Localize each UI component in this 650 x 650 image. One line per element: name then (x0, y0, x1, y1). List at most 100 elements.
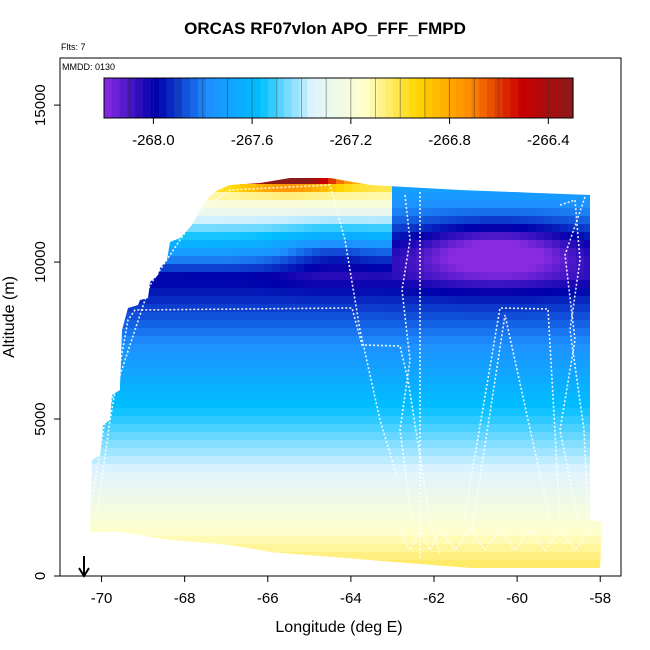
heatmap-cell (592, 240, 601, 249)
heatmap-cell (272, 208, 281, 217)
heatmap-cell (400, 208, 409, 217)
heatmap-cell (288, 200, 297, 209)
heatmap-cell (160, 440, 169, 449)
heatmap-cell (176, 208, 185, 217)
heatmap-cell (480, 336, 489, 345)
heatmap-cell (496, 384, 505, 393)
heatmap-cell (224, 280, 233, 289)
heatmap-cell (280, 216, 289, 225)
heatmap-cell (472, 416, 481, 425)
heatmap-cell (200, 368, 209, 377)
heatmap-cell (352, 528, 361, 537)
heatmap-cell (296, 384, 305, 393)
heatmap-cell (448, 208, 457, 217)
heatmap-cell (376, 536, 385, 545)
heatmap-cell (96, 384, 105, 393)
colorbar-swatch (393, 78, 402, 118)
heatmap-cell (544, 256, 553, 265)
heatmap-cell (488, 240, 497, 249)
heatmap-cell (128, 408, 137, 417)
heatmap-cell (104, 432, 113, 441)
heatmap-cell (456, 392, 465, 401)
heatmap-cell (504, 344, 513, 353)
heatmap-cell (232, 368, 241, 377)
heatmap-cell (600, 288, 602, 297)
heatmap-cell (520, 472, 529, 481)
heatmap-cell (152, 256, 161, 265)
heatmap-cell (456, 456, 465, 465)
heatmap-cell (584, 256, 593, 265)
heatmap-cell (464, 560, 473, 568)
heatmap-cell (432, 344, 441, 353)
heatmap-cell (344, 504, 353, 513)
heatmap-cell (456, 312, 465, 321)
heatmap-cell (568, 280, 577, 289)
heatmap-cell (224, 352, 233, 361)
heatmap-cell (144, 448, 153, 457)
heatmap-cell (304, 520, 313, 529)
heatmap-cell (304, 472, 313, 481)
heatmap-cell (128, 536, 137, 545)
heatmap-cell (368, 248, 377, 257)
heatmap-cell (376, 488, 385, 497)
heatmap-cell (192, 328, 201, 337)
heatmap-cell (128, 272, 137, 281)
heatmap-cell (328, 568, 337, 577)
heatmap-cell (192, 208, 201, 217)
heatmap-cell (184, 272, 193, 281)
heatmap-cell (184, 240, 193, 249)
heatmap-cell (104, 360, 113, 369)
heatmap-cell (528, 552, 537, 561)
heatmap-cell (352, 178, 361, 185)
heatmap-cell (90, 520, 97, 529)
heatmap-cell (552, 568, 561, 577)
heatmap-cell (256, 384, 265, 393)
heatmap-cell (224, 216, 233, 225)
heatmap-cell (600, 544, 602, 553)
heatmap-cell (384, 536, 393, 545)
heatmap-cell (352, 232, 361, 241)
heatmap-cell (528, 488, 537, 497)
heatmap-cell (424, 288, 433, 297)
heatmap-cell (104, 456, 113, 465)
heatmap-cell (128, 224, 137, 233)
heatmap-cell (400, 336, 409, 345)
heatmap-cell (176, 480, 185, 489)
heatmap-cell (128, 568, 137, 577)
heatmap-cell (472, 376, 481, 385)
heatmap-cell (592, 568, 601, 577)
heatmap-cell (272, 296, 281, 305)
heatmap-cell (560, 304, 569, 313)
heatmap-cell (224, 336, 233, 345)
heatmap-cell (392, 496, 401, 505)
heatmap-cell (312, 384, 321, 393)
heatmap-cell (504, 280, 513, 289)
heatmap-cell (520, 328, 529, 337)
heatmap-cell (472, 264, 481, 273)
heatmap-cell (136, 568, 145, 577)
heatmap-cell (128, 200, 137, 209)
heatmap-cell (256, 240, 265, 249)
heatmap-cell (600, 440, 602, 449)
heatmap-cell (288, 520, 297, 529)
heatmap-cell (496, 432, 505, 441)
heatmap-cell (440, 512, 449, 521)
heatmap-cell (552, 232, 561, 241)
heatmap-cell (112, 232, 121, 241)
heatmap-cell (480, 472, 489, 481)
heatmap-cell (184, 512, 193, 521)
colorbar-swatch (189, 78, 199, 118)
heatmap-cell (288, 384, 297, 393)
heatmap-cell (536, 440, 545, 449)
heatmap-cell (368, 344, 377, 353)
heatmap-cell (152, 560, 161, 568)
heatmap-cell (400, 216, 409, 225)
heatmap-cell (592, 400, 601, 409)
heatmap-cell (104, 528, 113, 537)
heatmap-cell (392, 488, 401, 497)
heatmap-cell (496, 216, 505, 225)
heatmap-cell (312, 288, 321, 297)
heatmap-cell (520, 496, 529, 505)
heatmap-cell (136, 264, 145, 273)
heatmap-cell (200, 560, 209, 568)
